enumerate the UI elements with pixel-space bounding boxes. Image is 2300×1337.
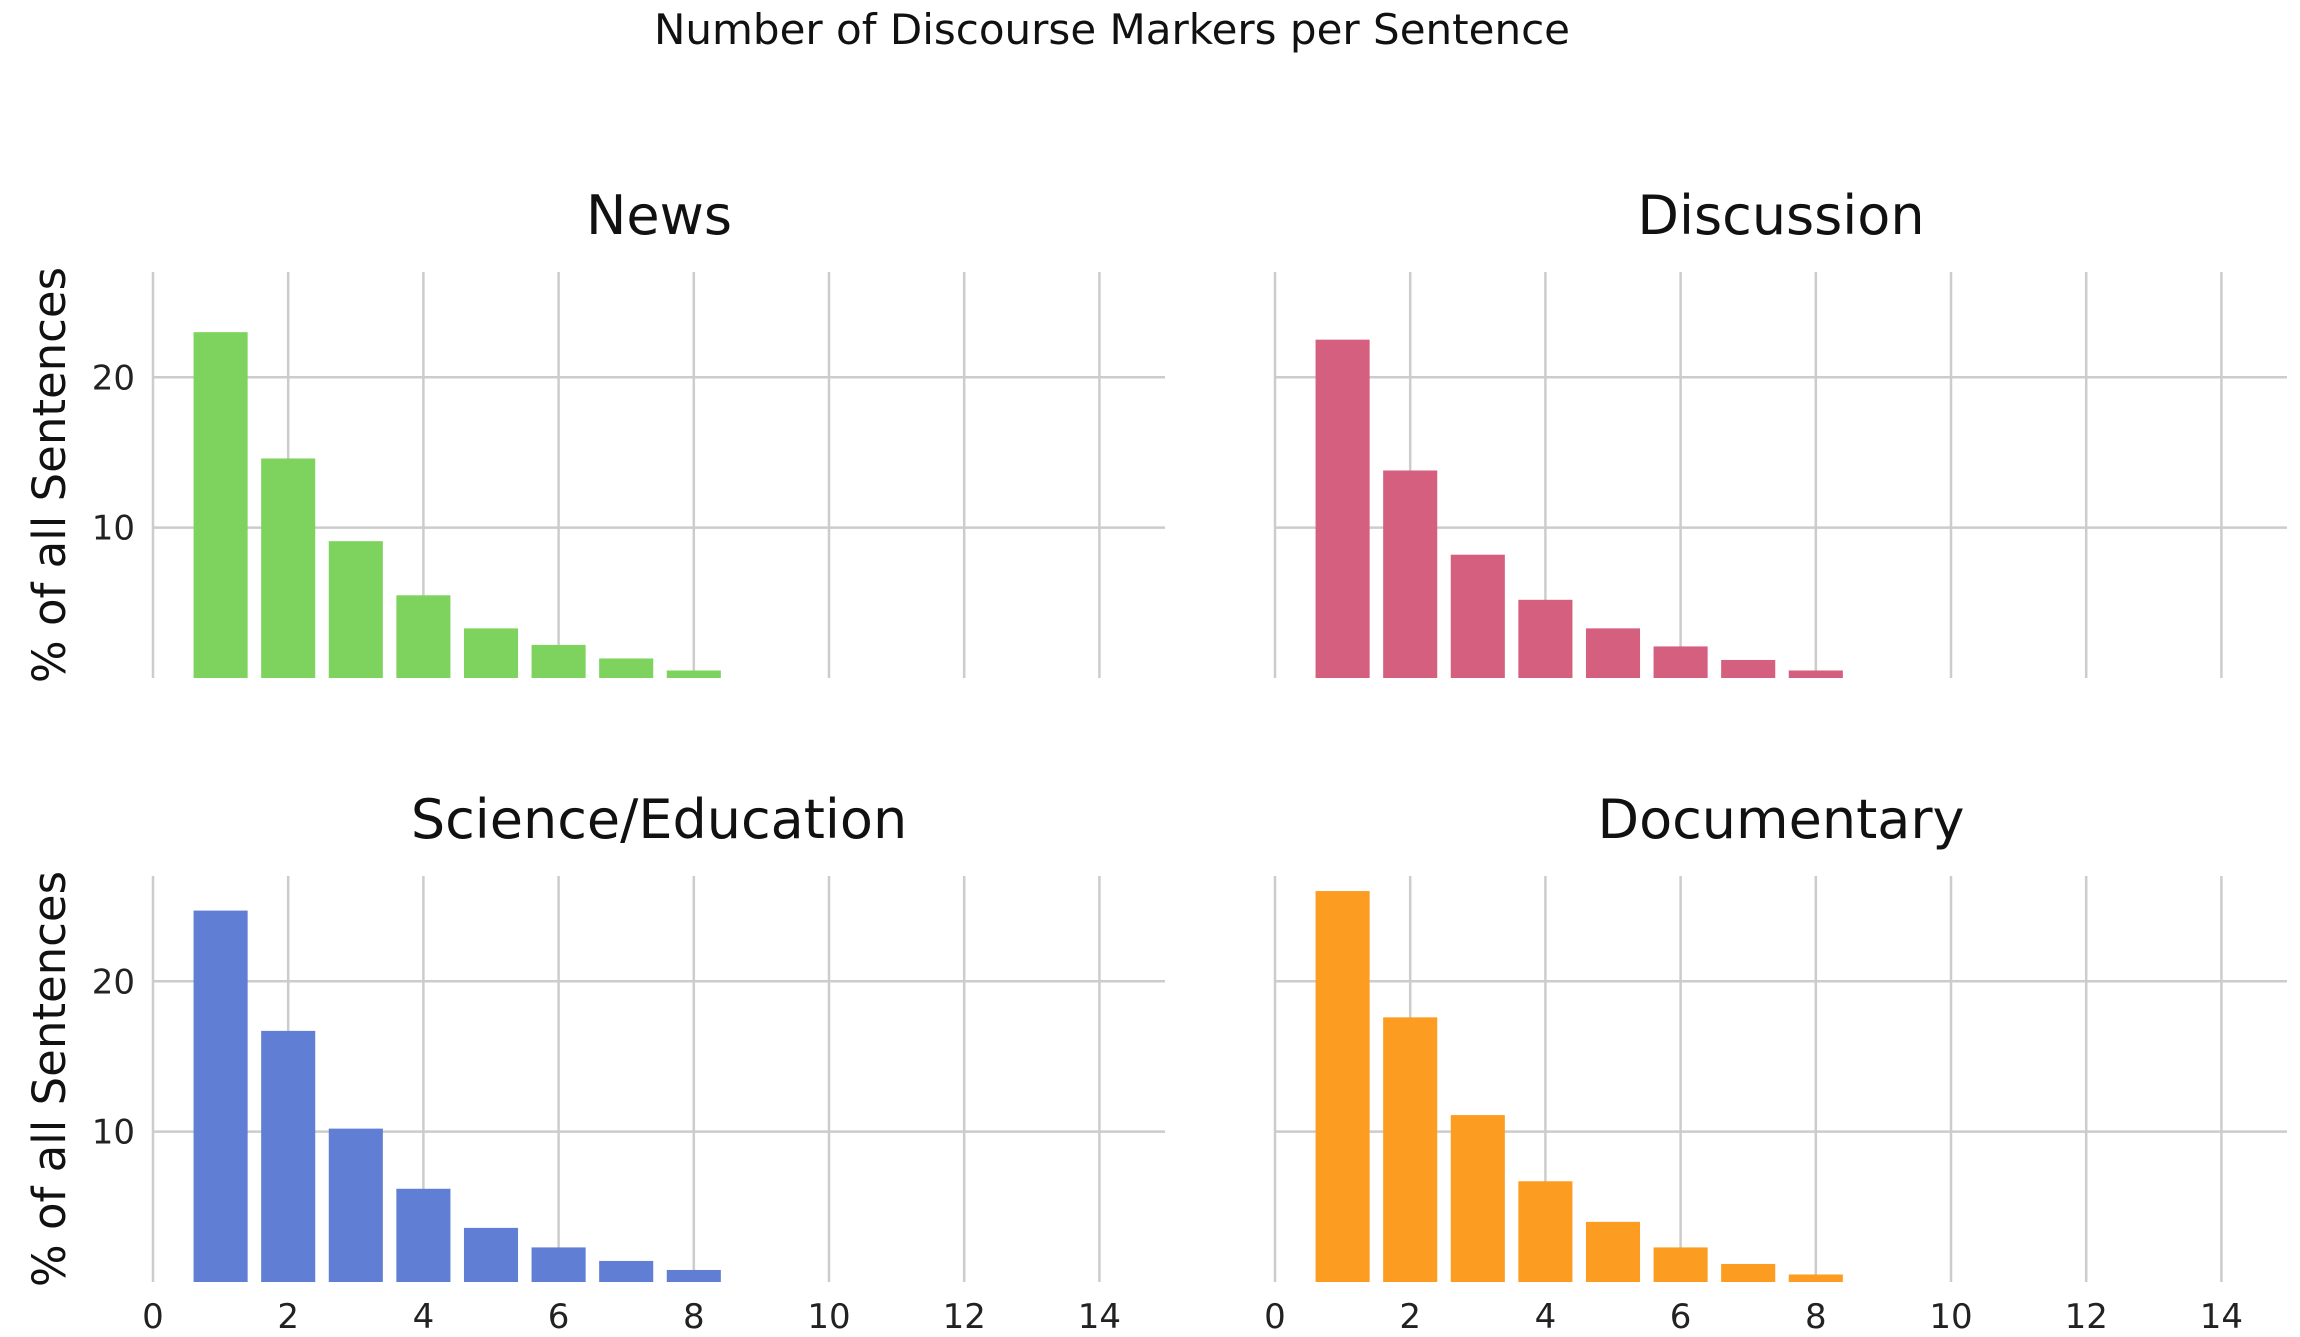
panel-title: Discussion	[1637, 184, 1924, 247]
bar	[193, 910, 248, 1282]
bar	[463, 1227, 519, 1282]
x-tick-label: 0	[142, 1297, 164, 1337]
panel-1: News 10 20 % of all Sentences	[23, 184, 1165, 683]
y-tick-label: 20	[92, 962, 135, 1002]
x-tick-label: 10	[1929, 1297, 1972, 1337]
bar	[1315, 891, 1370, 1282]
bar	[599, 1260, 654, 1282]
x-tick-label: 14	[1078, 1297, 1121, 1337]
y-axis-label: % of all Sentences	[23, 871, 76, 1287]
bar	[261, 1030, 316, 1282]
bar	[1721, 659, 1776, 678]
panel-title: News	[586, 184, 732, 247]
bar	[531, 644, 586, 678]
y-tick-label: 10	[92, 509, 135, 549]
panel-title: Science/Education	[411, 788, 907, 851]
x-tick-label: 8	[1805, 1297, 1827, 1337]
x-tick-label: 14	[2200, 1297, 2243, 1337]
bar	[396, 1188, 451, 1282]
bar	[1788, 1274, 1843, 1282]
bar	[261, 458, 316, 678]
bar	[1653, 1247, 1708, 1282]
x-tick-label: 6	[1670, 1297, 1692, 1337]
x-tick-label: 4	[413, 1297, 435, 1337]
x-tick-label: 12	[2065, 1297, 2108, 1337]
bar	[1653, 646, 1708, 678]
bar	[531, 1247, 586, 1282]
bar	[1585, 1221, 1641, 1282]
x-tick-label: 2	[277, 1297, 299, 1337]
x-tick-label: 8	[683, 1297, 705, 1337]
x-tick-label: 2	[1399, 1297, 1421, 1337]
bar	[1450, 554, 1505, 678]
y-tick-label: 20	[92, 358, 135, 398]
y-tick-label: 10	[92, 1113, 135, 1153]
bar	[666, 1269, 721, 1282]
bar	[599, 658, 654, 678]
bar	[328, 541, 383, 678]
bar	[666, 670, 721, 678]
x-tick-label: 4	[1535, 1297, 1557, 1337]
bar	[1721, 1263, 1776, 1282]
bar	[328, 1128, 383, 1282]
bar	[1788, 670, 1843, 678]
panel-4: Documentary 0 2 4 6 8 10 12 14	[1264, 788, 2287, 1337]
bar	[1383, 470, 1438, 678]
bar	[1315, 339, 1370, 678]
figure-title: Number of Discourse Markers per Sentence	[654, 5, 1570, 54]
bar	[463, 628, 519, 678]
x-tick-label: 12	[943, 1297, 986, 1337]
bar	[1518, 599, 1573, 678]
panel-title: Documentary	[1597, 788, 1964, 851]
bar	[396, 595, 451, 678]
bar	[1585, 628, 1641, 678]
x-tick-label: 10	[807, 1297, 850, 1337]
x-tick-label: 6	[548, 1297, 570, 1337]
panel-3: Science/Education 10 20 0 2 4 6 8 10 12 14 % of all…	[23, 788, 1165, 1337]
x-tick-label: 0	[1264, 1297, 1286, 1337]
y-axis-label: % of all Sentences	[23, 267, 76, 683]
bar	[1383, 1017, 1438, 1282]
bar	[193, 332, 248, 678]
bar	[1518, 1181, 1573, 1282]
panel-2: Discussion	[1273, 184, 2287, 678]
bar	[1450, 1115, 1505, 1282]
